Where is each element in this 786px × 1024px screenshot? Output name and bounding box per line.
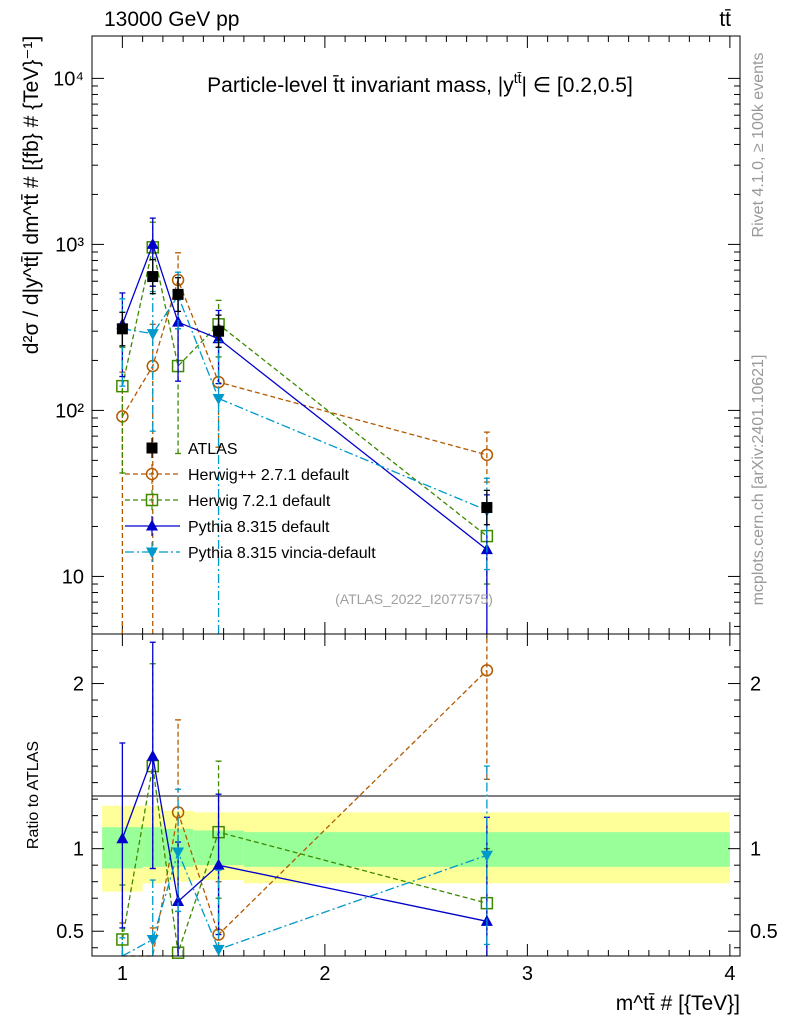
main-series-herwig-2-7-1-default [116, 252, 494, 634]
legend-item: ATLAS [146, 438, 238, 458]
ratio-point [146, 749, 159, 761]
main-point [146, 237, 159, 249]
x-axis-label: m^tt̄ # [{TeV}] [616, 992, 740, 1015]
ratio-frame [91, 633, 741, 957]
ratio-point [480, 850, 493, 862]
mcplots-label: mcplots.cern.ch [arXiv:2401.10621] [750, 355, 767, 606]
ratio-series-pythia-8-315-vincia-default [119, 765, 493, 957]
legend-label: Herwig 7.2.1 default [188, 493, 331, 510]
main-point [213, 325, 225, 337]
ratio-y-tick-label-right: 0.5 [750, 921, 778, 943]
main-x-ticks [121, 36, 731, 634]
main-panel: 10 10² 10³ 10⁴ Particle-level t̄t invariant… [20, 35, 741, 635]
ratio-point [146, 934, 159, 946]
ratio-x-ticks: 1 2 3 4 [117, 634, 735, 985]
plot-title-sup: tt̄ [514, 70, 522, 86]
ratio-y-tick-label: 1 [73, 839, 84, 861]
x-tick-label: 2 [319, 963, 330, 985]
header-right: tt̄ [719, 8, 731, 31]
main-series-atlas [116, 258, 493, 526]
ratio-point [116, 933, 129, 946]
plot-title-pre: Particle-level t̄t invariant mass, |y [207, 74, 514, 97]
legend-label: ATLAS [188, 441, 238, 458]
ratio-y-tick-label-right: 2 [750, 674, 761, 696]
ratio-series-herwig-2-7-1-default [119, 634, 494, 957]
main-point [481, 502, 493, 514]
main-y-tick-label: 10⁴ [53, 68, 84, 90]
legend-item: Herwig 7.2.1 default [125, 490, 331, 510]
ratio-y-axis-label: Ratio to ATLAS [25, 741, 42, 849]
ratio-y-tick-label: 2 [73, 674, 84, 696]
ratio-point [172, 895, 185, 907]
ratio-bands [102, 805, 730, 892]
main-line [121, 247, 488, 537]
x-tick-label: 3 [522, 963, 533, 985]
legend-label: Pythia 8.315 vincia-default [188, 545, 376, 562]
legend-marker [146, 547, 158, 559]
main-point [116, 323, 128, 335]
ratio-series [116, 634, 494, 959]
legend-marker [146, 519, 158, 531]
main-point [147, 271, 159, 283]
legend-item: Herwig++ 2.7.1 default [125, 464, 350, 484]
ratio-point [480, 664, 494, 677]
ratio-panel: 0.5 0.5 1 1 2 2 1 2 3 4 Ratio to ATLAS m^tt̄ # [… [25, 633, 778, 1015]
main-y-ticks: 10 10² 10³ 10⁴ [53, 68, 740, 627]
legend-item: Pythia 8.315 default [125, 516, 330, 536]
ratio-point [116, 832, 129, 844]
ratio-series-pythia-8-315-default [116, 641, 493, 956]
main-y-tick-label: 10³ [55, 234, 84, 256]
main-point [212, 393, 225, 405]
ratio-y-ticks: 0.5 0.5 1 1 2 2 [56, 633, 778, 949]
main-point [146, 329, 159, 341]
legend-marker [145, 493, 159, 507]
ratio-y-tick-label: 0.5 [56, 921, 84, 943]
ratio-point [212, 944, 225, 956]
ratio-point [212, 858, 225, 870]
rivet-label: Rivet 4.1.0, ≥ 100k events [750, 53, 767, 238]
legend-marker [146, 442, 158, 454]
header-left: 13000 GeV pp [104, 8, 239, 31]
main-y-tick-label: 10 [62, 566, 84, 588]
x-tick-label: 1 [117, 963, 128, 985]
x-tick-label: 4 [724, 963, 735, 985]
plot-title-post: | ∈ [0.2,0.5] [522, 74, 633, 97]
plot-title: Particle-level t̄t invariant mass, |ytt̄… [207, 70, 633, 97]
main-point [172, 288, 184, 300]
legend-item: Pythia 8.315 vincia-default [125, 542, 376, 562]
main-series [116, 217, 494, 634]
ratio-point [172, 847, 185, 859]
legend-label: Herwig++ 2.7.1 default [188, 467, 350, 484]
main-line [121, 278, 488, 456]
main-point [480, 448, 494, 462]
watermark: (ATLAS_2022_I2077575) [335, 591, 493, 607]
ratio-y-tick-label-right: 1 [750, 839, 761, 861]
legend: ATLAS Herwig++ 2.7.1 default Herwig 7.2.1 … [125, 438, 376, 562]
legend-label: Pythia 8.315 default [188, 519, 330, 536]
main-y-tick-label: 10² [55, 400, 84, 422]
main-y-axis-label: d²σ / d|y^tt̄| dm^tt̄ # [{fb} # {TeV}⁻¹] [20, 36, 43, 354]
legend-marker [145, 467, 159, 481]
